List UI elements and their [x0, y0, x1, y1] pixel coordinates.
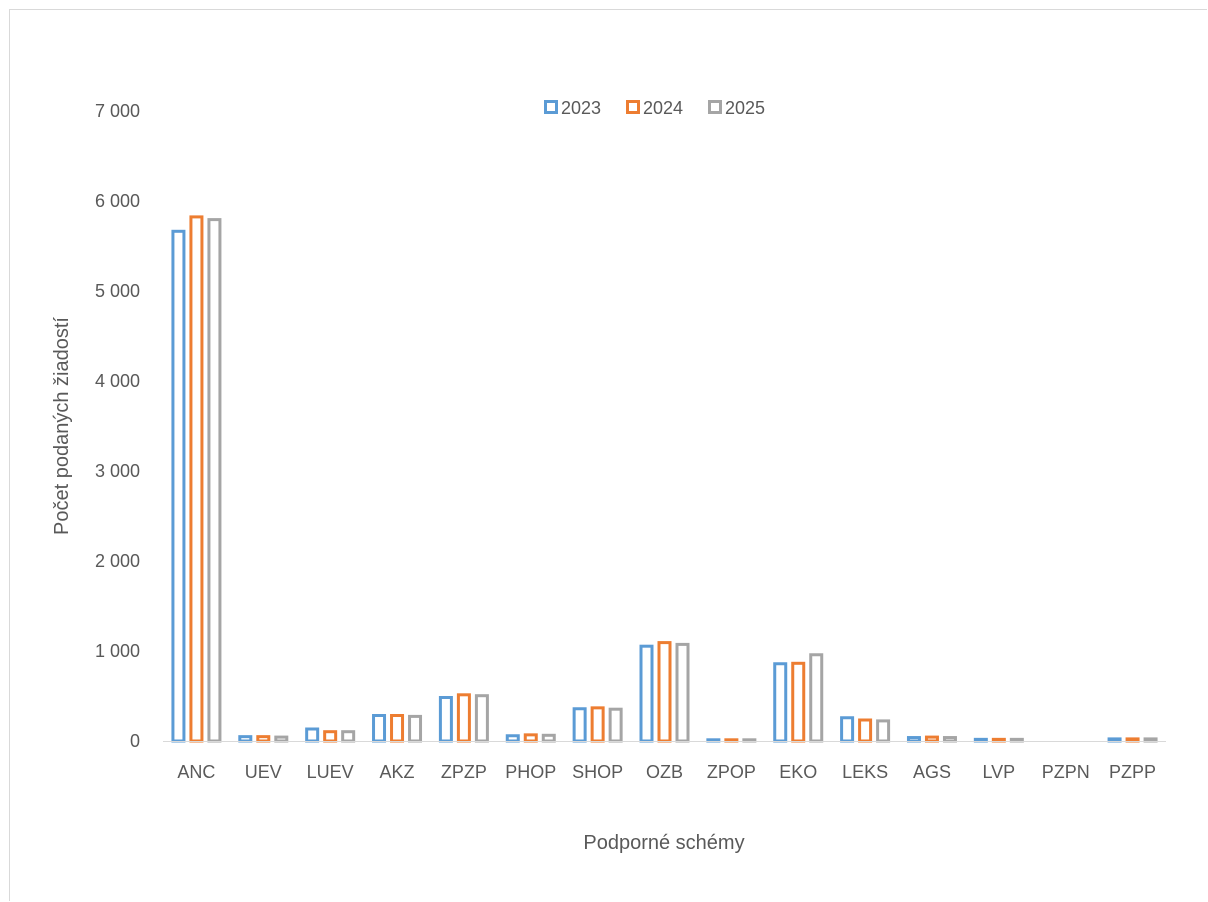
bar-pzpp-2023	[1107, 737, 1122, 743]
y-axis-title: Počet podaných žiadostí	[51, 317, 73, 535]
bar-uev-2025	[274, 735, 289, 743]
x-tick-label: ZPZP	[441, 762, 487, 782]
y-axis-ticks: 0 1 000 2 000 3 000 4 000 5 000 6 000 7 000	[95, 101, 140, 751]
legend: 2023 2024 2025	[544, 98, 765, 118]
bar-pzpp-2025	[1143, 737, 1158, 743]
bar-zpop-2024	[724, 738, 739, 743]
legend-swatch-2024	[626, 100, 640, 114]
y-tick-label: 3 000	[95, 461, 140, 481]
x-tick-label: PZPP	[1109, 762, 1156, 782]
x-tick-label: LUEV	[307, 762, 354, 782]
bar-shop-2025	[608, 707, 623, 743]
bar-eko-2023	[773, 662, 788, 743]
legend-swatch-2023	[544, 100, 558, 114]
bar-ags-2023	[906, 736, 921, 743]
legend-swatch-2025	[708, 100, 722, 114]
x-tick-label: LEKS	[842, 762, 888, 782]
legend-label: 2023	[561, 98, 601, 118]
bar-shop-2023	[572, 707, 587, 743]
bar-akz-2024	[390, 714, 405, 743]
y-tick-label: 6 000	[95, 191, 140, 211]
bar-zpzp-2024	[456, 693, 471, 743]
bar-ags-2025	[942, 736, 957, 743]
bar-pzpp-2024	[1125, 737, 1140, 743]
bar-anc-2025	[207, 218, 222, 743]
x-tick-label: ANC	[177, 762, 215, 782]
bar-anc-2023	[171, 229, 186, 743]
y-tick-label: 7 000	[95, 101, 140, 121]
y-tick-label: 1 000	[95, 641, 140, 661]
bar-uev-2024	[256, 735, 271, 743]
bar-phop-2024	[523, 733, 538, 743]
bar-zpzp-2023	[438, 696, 453, 743]
x-tick-label: ZPOP	[707, 762, 756, 782]
legend-label: 2024	[643, 98, 683, 118]
bar-phop-2025	[541, 733, 556, 743]
bar-luev-2024	[323, 730, 338, 743]
x-tick-label: EKO	[779, 762, 817, 782]
bar-luev-2025	[341, 730, 356, 743]
bar-leks-2023	[840, 716, 855, 743]
bar-leks-2024	[858, 718, 873, 743]
bars	[171, 215, 1158, 743]
y-tick-label: 4 000	[95, 371, 140, 391]
x-axis-ticks: ANC UEV LUEV AKZ ZPZP PHOP SHOP OZB ZPOP EKO LEKS A…	[177, 762, 1156, 782]
x-tick-label: OZB	[646, 762, 683, 782]
bar-luev-2023	[305, 727, 320, 743]
x-tick-label: PHOP	[505, 762, 556, 782]
x-tick-label: SHOP	[572, 762, 623, 782]
bar-anc-2024	[189, 215, 204, 743]
bar-lvp-2025	[1009, 737, 1024, 743]
bar-leks-2025	[876, 719, 891, 743]
y-tick-label: 2 000	[95, 551, 140, 571]
x-tick-label: UEV	[245, 762, 282, 782]
bar-phop-2023	[505, 734, 520, 743]
x-tick-label: LVP	[982, 762, 1015, 782]
bar-zpop-2025	[742, 738, 757, 743]
bar-akz-2025	[408, 714, 423, 743]
bar-lvp-2024	[991, 737, 1006, 743]
bar-uev-2023	[238, 735, 253, 743]
bar-ozb-2025	[675, 642, 690, 743]
bar-ozb-2023	[639, 644, 654, 743]
legend-label: 2025	[725, 98, 765, 118]
x-tick-label: AKZ	[380, 762, 415, 782]
y-tick-label: 0	[130, 731, 140, 751]
x-tick-label: AGS	[913, 762, 951, 782]
bar-ags-2024	[924, 735, 939, 743]
bar-ozb-2024	[657, 641, 672, 743]
bar-shop-2024	[590, 706, 605, 743]
bar-lvp-2023	[973, 737, 988, 743]
x-tick-label: PZPN	[1042, 762, 1090, 782]
bar-akz-2023	[372, 714, 387, 743]
bar-zpop-2023	[706, 738, 721, 743]
y-tick-label: 5 000	[95, 281, 140, 301]
bar-zpzp-2025	[474, 694, 489, 743]
x-axis-title: Podporné schémy	[583, 832, 744, 854]
bar-eko-2025	[809, 653, 824, 743]
bar-eko-2024	[791, 661, 806, 743]
